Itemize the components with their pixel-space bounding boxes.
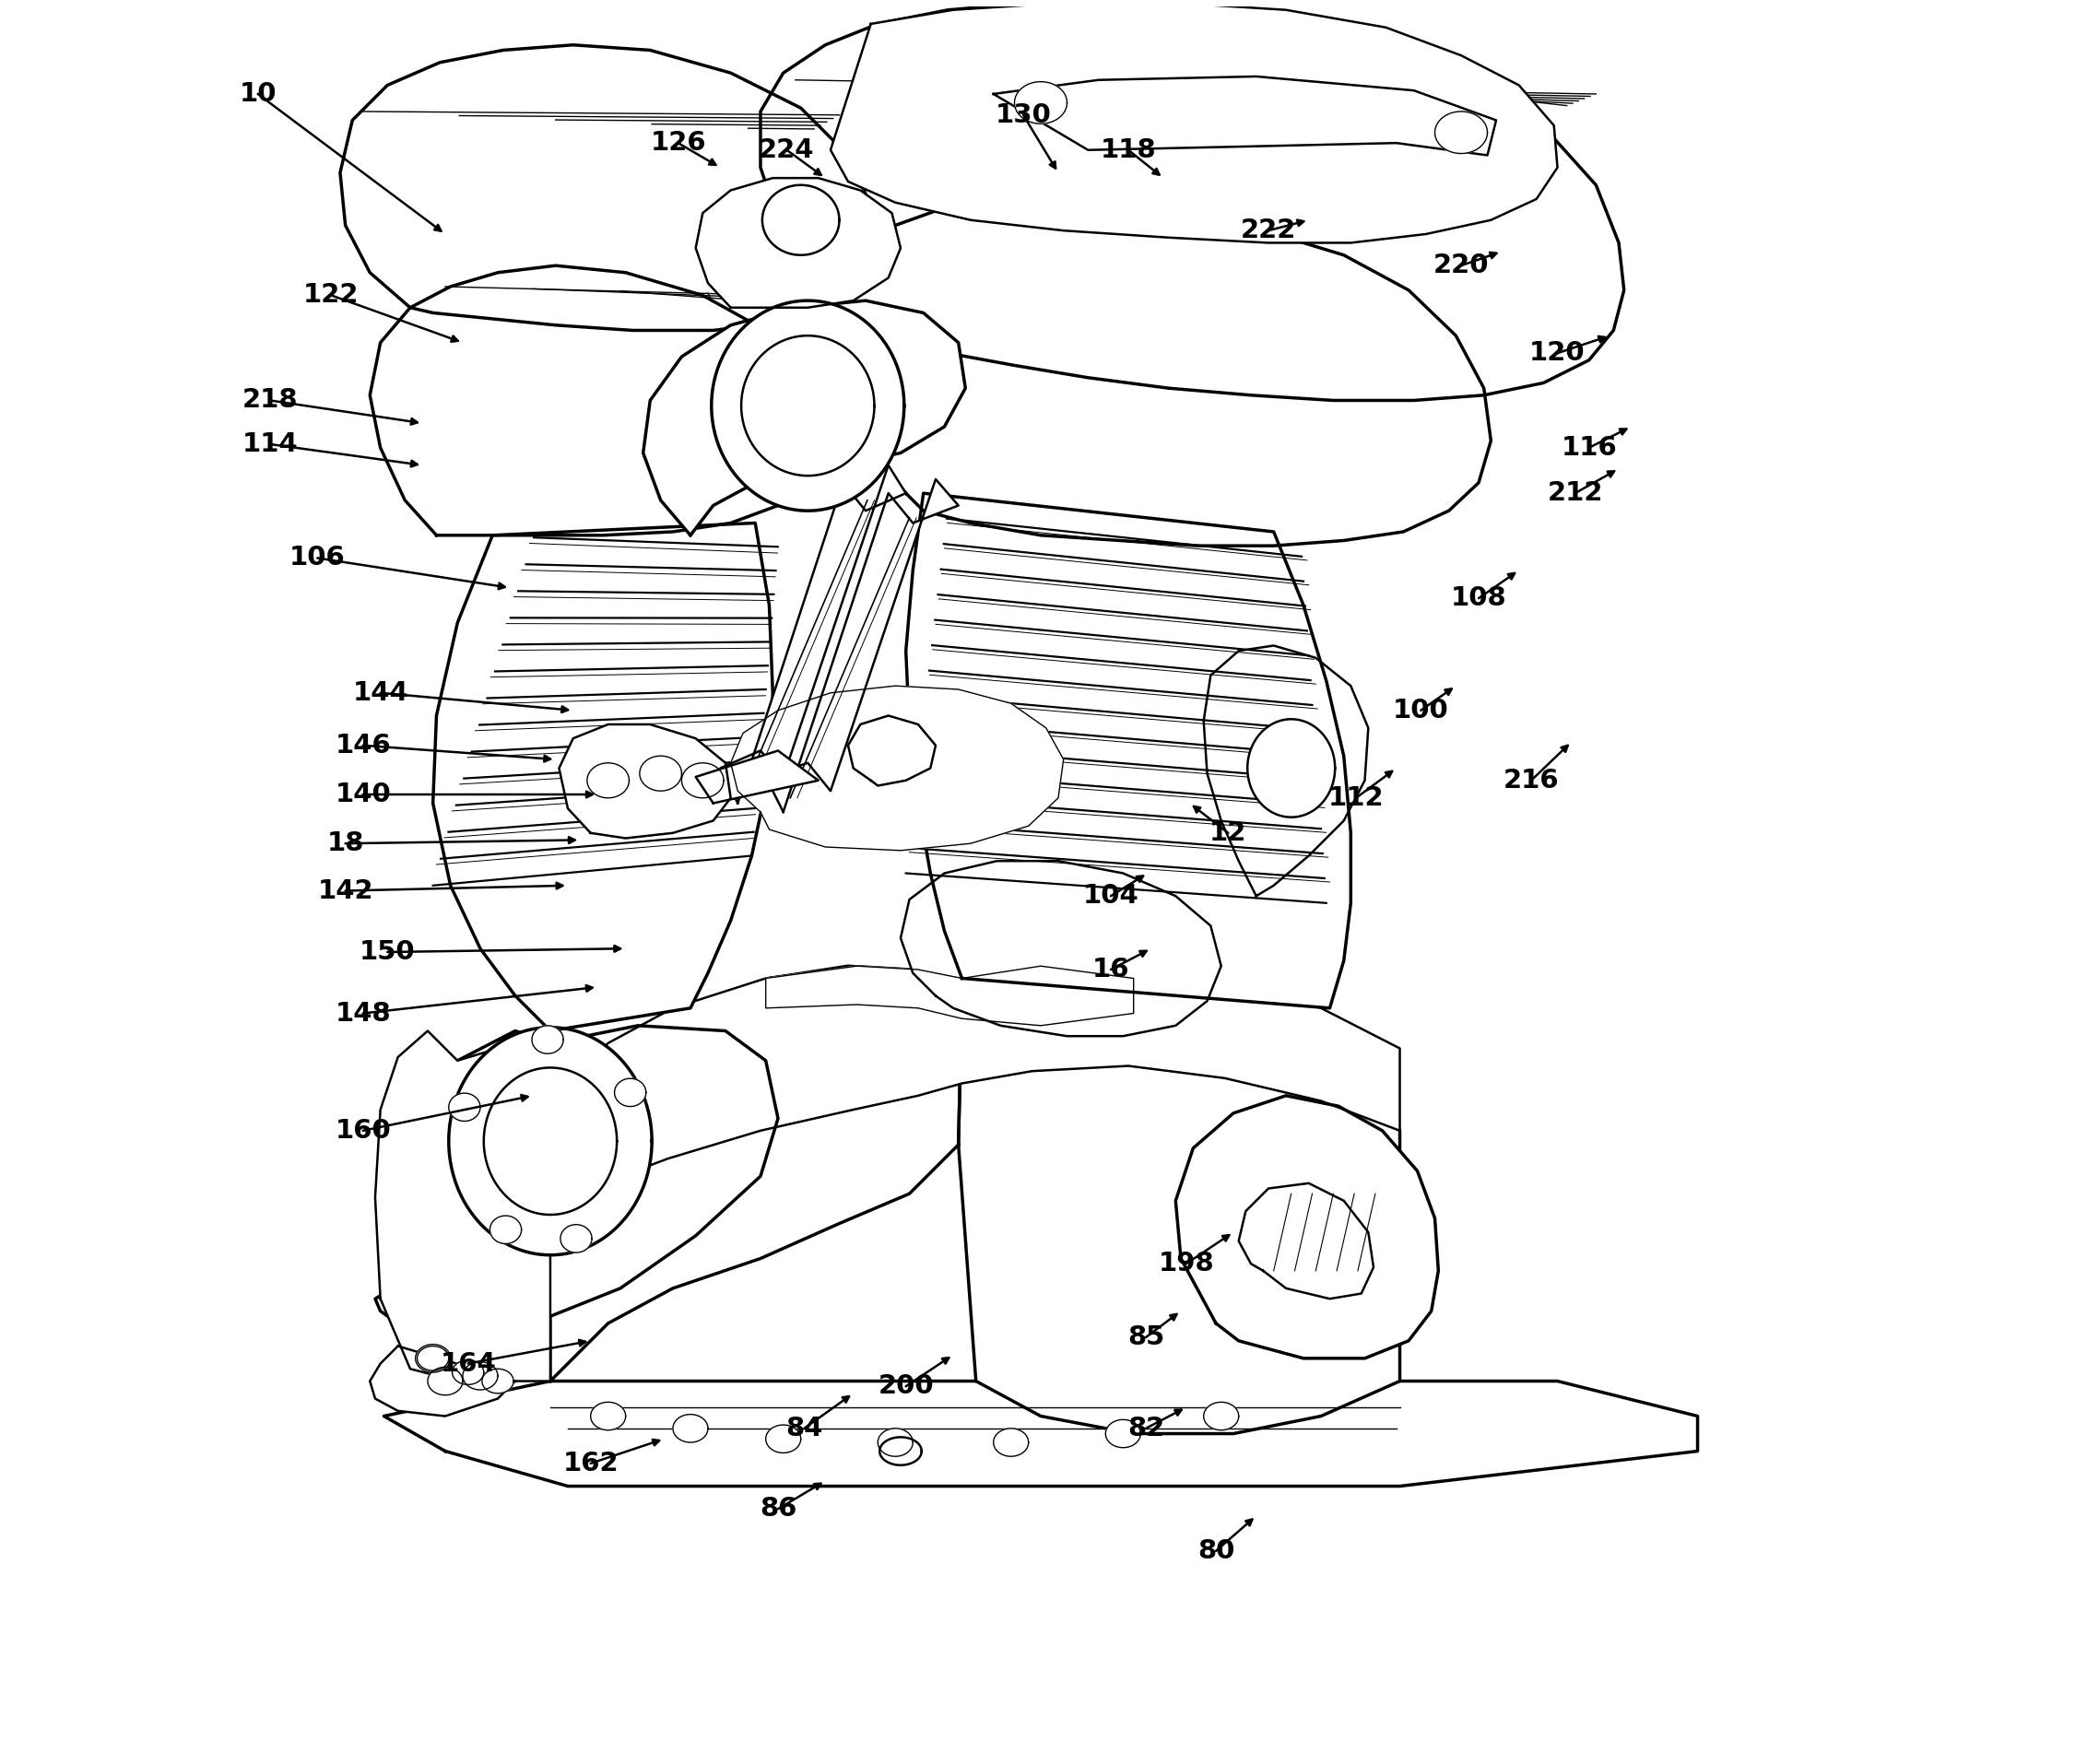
Polygon shape [369,266,819,534]
Text: 18: 18 [327,831,363,856]
Polygon shape [489,1215,521,1244]
Polygon shape [550,961,1400,1184]
Polygon shape [642,300,966,534]
Polygon shape [907,494,1352,1007]
Polygon shape [1203,1402,1238,1431]
Text: 10: 10 [239,81,277,108]
Polygon shape [560,1224,592,1252]
Polygon shape [1014,81,1066,123]
Text: 85: 85 [1127,1325,1165,1349]
Polygon shape [712,300,905,512]
Text: 198: 198 [1159,1251,1213,1277]
Polygon shape [558,725,730,838]
Text: 164: 164 [441,1351,495,1376]
Text: 118: 118 [1100,138,1157,162]
Polygon shape [451,1360,483,1385]
Polygon shape [483,1369,514,1394]
Text: 142: 142 [317,878,374,903]
Polygon shape [1247,720,1335,817]
Text: 162: 162 [563,1450,619,1476]
Polygon shape [766,480,959,811]
Polygon shape [1436,111,1488,153]
Polygon shape [462,1362,497,1390]
Polygon shape [959,974,1400,1434]
Polygon shape [695,751,819,803]
Text: 112: 112 [1329,785,1383,811]
Text: 114: 114 [241,430,298,457]
Text: 126: 126 [651,131,705,155]
Polygon shape [376,1030,550,1381]
Text: 222: 222 [1241,217,1297,243]
Polygon shape [993,1429,1029,1457]
Polygon shape [682,762,724,797]
Polygon shape [877,1429,913,1457]
Text: 86: 86 [760,1496,798,1522]
Text: 220: 220 [1434,252,1488,279]
Polygon shape [590,1402,626,1431]
Text: 116: 116 [1562,434,1616,460]
Text: 218: 218 [241,388,298,413]
Polygon shape [766,1425,802,1454]
Polygon shape [695,178,900,307]
Polygon shape [483,1067,617,1215]
Polygon shape [369,1346,514,1416]
Polygon shape [531,1025,563,1053]
Polygon shape [1203,646,1369,896]
Polygon shape [674,1415,707,1443]
Text: 148: 148 [336,1000,390,1027]
Text: 12: 12 [1209,820,1247,847]
Polygon shape [766,967,1133,1025]
Text: 144: 144 [353,679,409,706]
Polygon shape [550,967,961,1381]
Polygon shape [376,1025,779,1341]
Polygon shape [449,1027,653,1254]
Polygon shape [640,757,682,790]
Polygon shape [879,1438,921,1466]
Polygon shape [760,4,1625,400]
Polygon shape [844,199,1490,545]
Polygon shape [449,1094,481,1122]
Text: 120: 120 [1530,340,1585,367]
Text: 82: 82 [1127,1415,1165,1441]
Polygon shape [900,861,1222,1035]
Text: 108: 108 [1450,586,1507,610]
Polygon shape [720,466,907,803]
Text: 140: 140 [336,781,390,808]
Polygon shape [432,522,772,1030]
Polygon shape [831,4,1557,243]
Polygon shape [741,335,875,476]
Text: 130: 130 [995,102,1052,127]
Polygon shape [730,686,1064,850]
Text: 100: 100 [1394,697,1448,723]
Polygon shape [1175,1095,1438,1358]
Text: 146: 146 [336,732,390,759]
Polygon shape [1106,1420,1140,1448]
Text: 80: 80 [1196,1538,1234,1565]
Polygon shape [762,185,840,256]
Text: 150: 150 [359,938,416,965]
Text: 224: 224 [760,138,814,162]
Polygon shape [416,1344,451,1372]
Polygon shape [418,1346,449,1371]
Text: 84: 84 [785,1415,823,1441]
Polygon shape [848,716,936,785]
Text: 200: 200 [877,1374,934,1399]
Polygon shape [588,762,630,797]
Polygon shape [1238,1184,1373,1298]
Polygon shape [615,1078,646,1106]
Text: 122: 122 [304,282,359,309]
Polygon shape [993,76,1497,155]
Text: 212: 212 [1547,480,1604,506]
Text: 106: 106 [290,545,346,572]
Text: 104: 104 [1083,884,1140,908]
Text: 216: 216 [1503,767,1560,794]
Text: 16: 16 [1091,956,1129,983]
Polygon shape [384,1381,1698,1485]
Text: 160: 160 [336,1118,390,1143]
Polygon shape [428,1367,462,1395]
Polygon shape [340,44,875,330]
